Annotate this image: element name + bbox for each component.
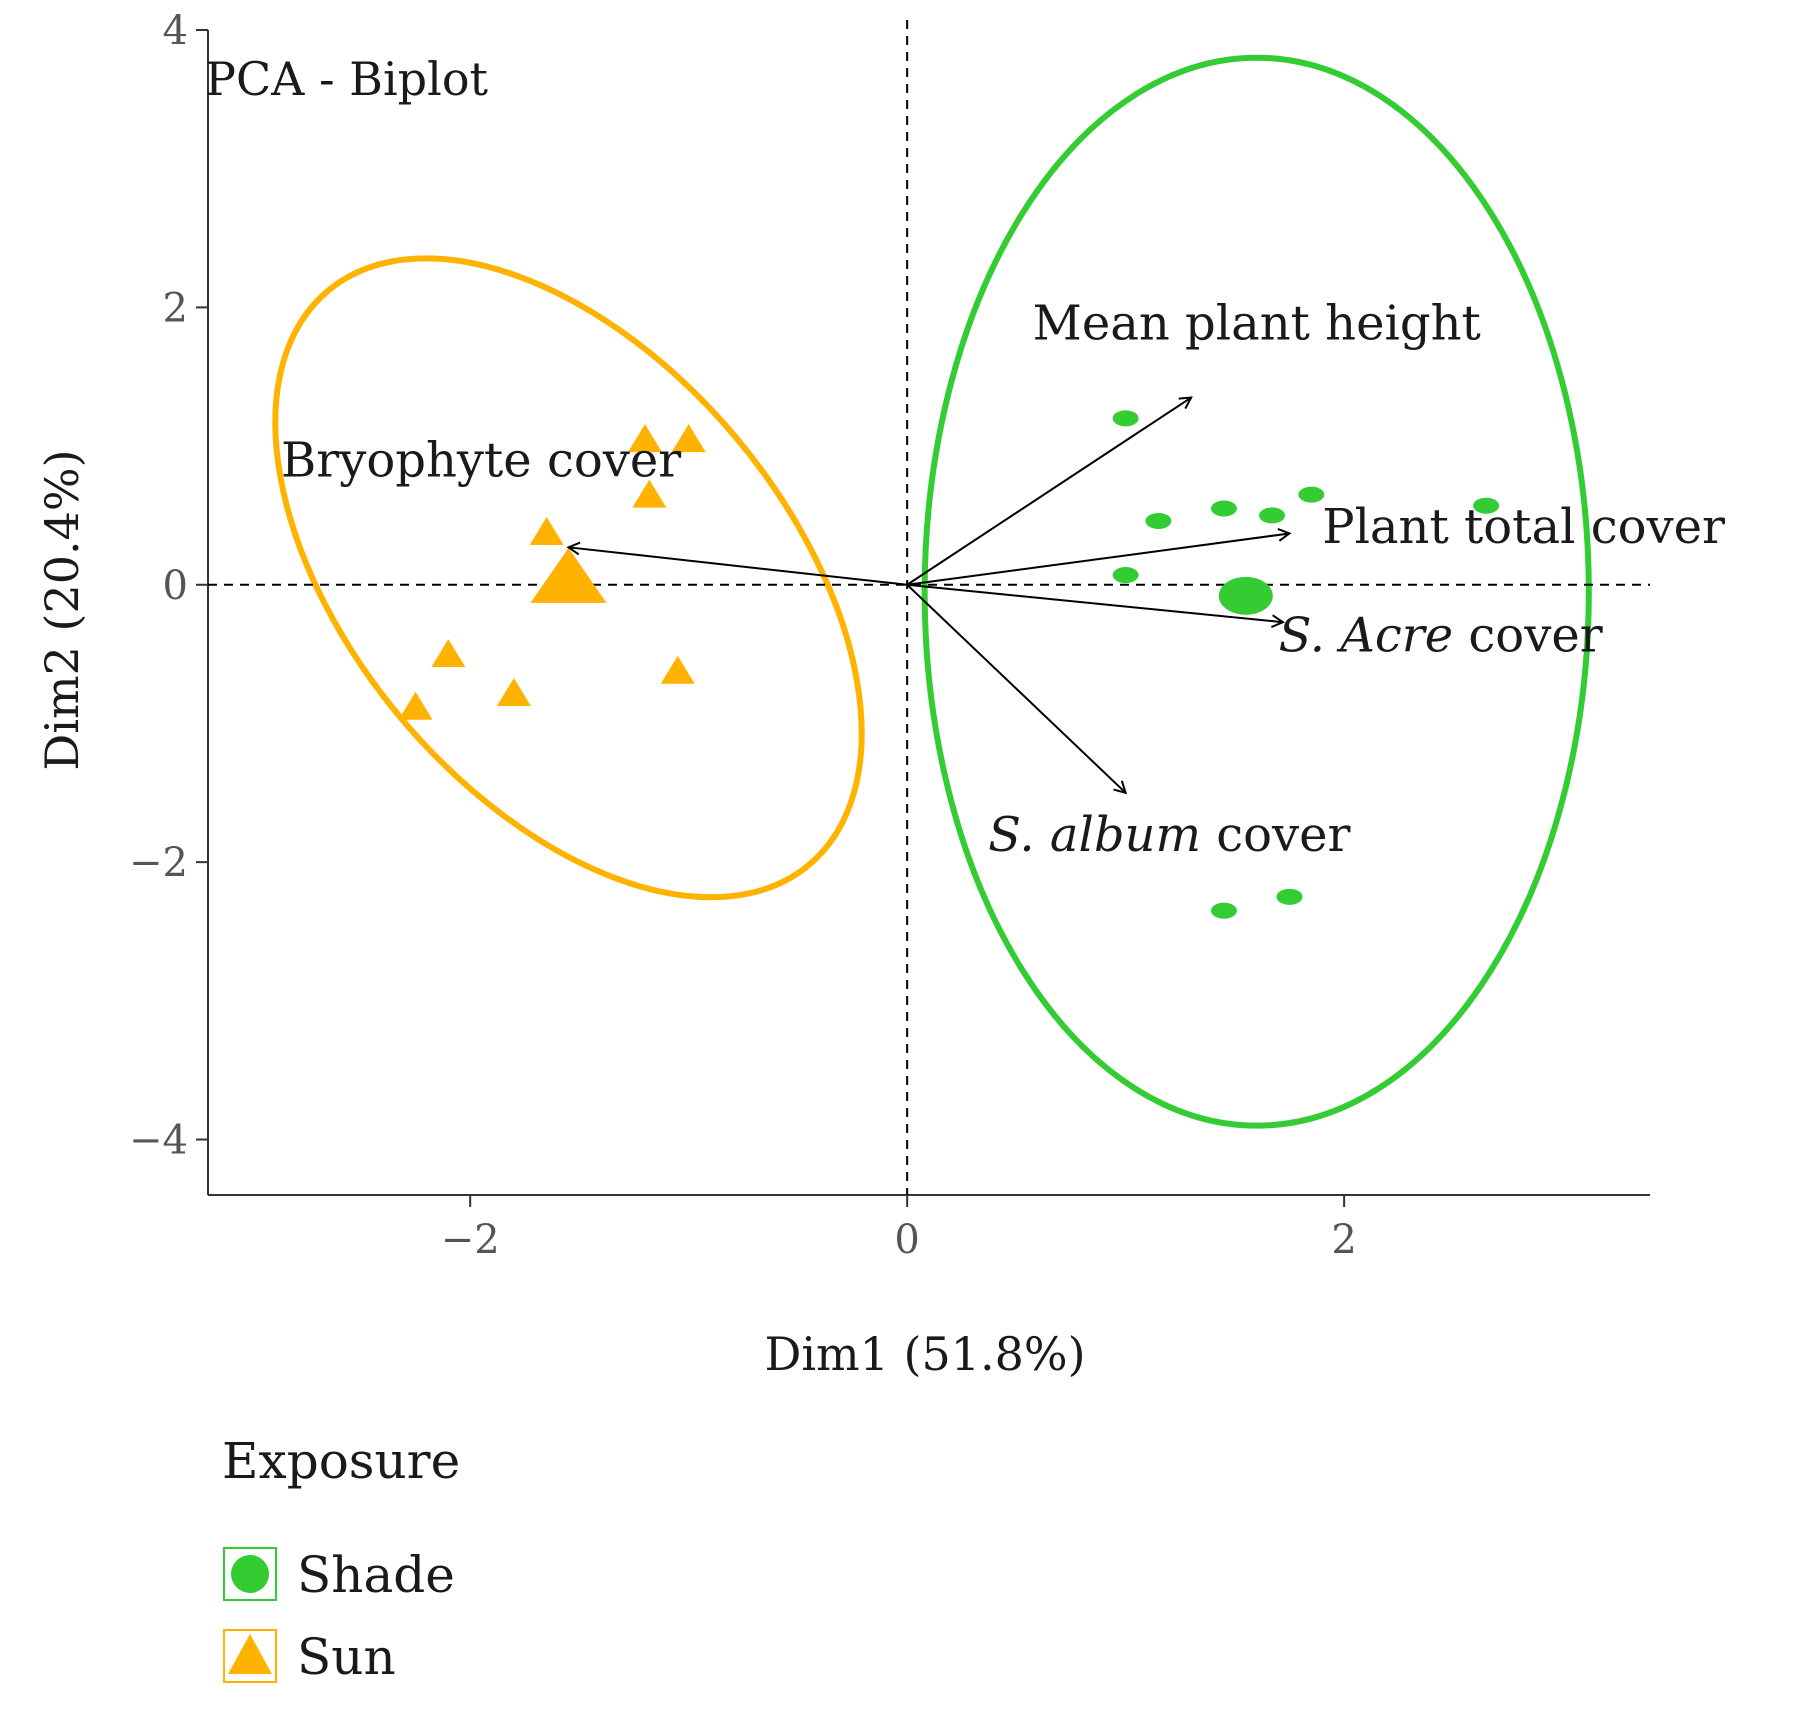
- x-tick-label: −2: [441, 1217, 500, 1263]
- y-tick-label: −2: [129, 840, 188, 886]
- point-shade: [1210, 902, 1237, 919]
- variable-arrows: [569, 398, 1290, 793]
- point-shade: [1276, 888, 1303, 905]
- label-mean-plant-height: Mean plant height: [1033, 295, 1481, 351]
- variable-labels: Mean plant height Plant total cover S. Acr…: [281, 295, 1725, 863]
- point-sun: [431, 639, 466, 668]
- arrow-s-acre-cover: [907, 583, 1283, 622]
- legend: Exposure Shade Sun: [222, 1432, 460, 1686]
- legend-key-shade: [223, 1547, 277, 1601]
- x-tick-label: 2: [1331, 1217, 1356, 1263]
- legend-item-shade: Shade: [223, 1546, 455, 1604]
- point-shade: [1298, 486, 1325, 503]
- arrow-bryophyte-cover: [569, 547, 908, 586]
- point-sun: [496, 677, 531, 706]
- point-sun: [398, 691, 433, 720]
- y-tick-label: −4: [129, 1118, 188, 1164]
- point-shade: [1473, 497, 1500, 514]
- y-axis-title: Dim2 (20.4%): [35, 449, 89, 770]
- label-bryophyte-cover: Bryophyte cover: [281, 433, 681, 489]
- point-sun: [627, 424, 662, 453]
- chart-title: PCA - Biplot: [205, 52, 489, 106]
- label-s-album-cover: S. album cover: [988, 807, 1350, 863]
- point-shade: [1259, 507, 1286, 524]
- y-tick-label: 2: [163, 285, 188, 331]
- axis-ticks: −2 0 2 −4 −2 0 2 4: [129, 8, 1357, 1263]
- arrow-s-album-cover: [906, 584, 1125, 793]
- y-tick-label: 4: [163, 8, 188, 54]
- legend-circle-icon: [231, 1555, 269, 1593]
- legend-triangle-icon: [228, 1634, 272, 1674]
- label-s-acre-cover: S. Acre cover: [1279, 607, 1603, 663]
- point-sun: [632, 479, 667, 508]
- point-shade: [1210, 500, 1237, 517]
- data-points: [398, 410, 1500, 919]
- confidence-ellipses: [272, 54, 1592, 1129]
- y-tick-label: 0: [163, 563, 188, 609]
- point-sun: [660, 655, 695, 684]
- legend-item-sun: Sun: [223, 1628, 396, 1686]
- point-shade: [1145, 512, 1172, 529]
- legend-title: Exposure: [222, 1432, 460, 1490]
- centroid-shade: [1218, 576, 1273, 615]
- point-shade: [1112, 410, 1139, 427]
- legend-label-sun: Sun: [297, 1628, 396, 1686]
- arrow-mean-plant-height: [906, 398, 1191, 586]
- x-axis-title: Dim1 (51.8%): [764, 1327, 1085, 1381]
- label-plant-total-cover: Plant total cover: [1322, 499, 1725, 555]
- legend-key-sun: [223, 1629, 277, 1683]
- point-sun: [529, 517, 564, 546]
- ellipse-shade: [921, 54, 1592, 1129]
- axes: [207, 20, 1650, 1196]
- centroid-sun: [530, 547, 607, 603]
- x-tick-label: 0: [894, 1217, 919, 1263]
- point-sun: [671, 424, 706, 453]
- legend-label-shade: Shade: [297, 1546, 455, 1604]
- point-shade: [1112, 567, 1139, 584]
- arrow-plant-total-cover: [907, 533, 1289, 586]
